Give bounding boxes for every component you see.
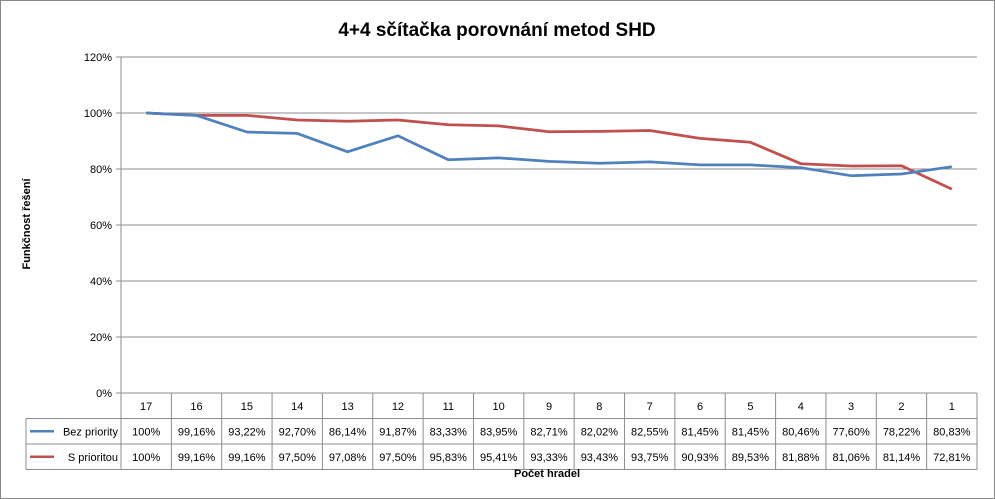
x-category-label: 5: [747, 401, 753, 413]
y-tick-label: 40%: [90, 276, 112, 288]
y-tick-label: 0%: [96, 388, 112, 400]
data-label: 83,33%: [430, 426, 468, 438]
data-label: 93,43%: [581, 452, 619, 464]
x-category-label: 16: [190, 401, 202, 413]
data-label: 93,22%: [228, 426, 266, 438]
data-label: 80,46%: [782, 426, 820, 438]
data-label: 97,08%: [329, 452, 367, 464]
data-label: 97,50%: [279, 452, 317, 464]
gridlines: [121, 56, 977, 394]
data-label: 81,14%: [883, 452, 921, 464]
data-label: 82,02%: [581, 426, 619, 438]
y-tick-label: 80%: [90, 164, 112, 176]
data-label: 90,93%: [681, 452, 719, 464]
data-label: 81,45%: [681, 426, 719, 438]
data-label: 72,81%: [933, 452, 971, 464]
data-label: 89,53%: [732, 452, 770, 464]
x-category-label: 12: [392, 401, 404, 413]
data-label: 82,71%: [530, 426, 568, 438]
data-table: 17 16 15 14 13 12 11 10 9 8 7 6 5 4 3 2 1 Bez priority 100…: [25, 392, 978, 470]
series-lines: [146, 111, 953, 191]
data-label: 99,16%: [178, 426, 216, 438]
y-tick-label: 20%: [90, 332, 112, 344]
y-tick-label: 60%: [90, 220, 112, 232]
data-label: 93,75%: [631, 452, 669, 464]
data-label: 81,45%: [732, 426, 770, 438]
data-label: 92,70%: [279, 426, 317, 438]
chart-title: 4+4 sčítačka porovnání metod SHD: [338, 20, 655, 41]
data-label: 95,41%: [480, 452, 518, 464]
legend-label: Bez priority: [63, 426, 119, 438]
x-category-label: 15: [241, 401, 253, 413]
y-tick-label: 120%: [84, 52, 112, 64]
x-category-label: 2: [898, 401, 904, 413]
x-category-label: 9: [546, 401, 552, 413]
data-label: 86,14%: [329, 426, 367, 438]
x-category-label: 1: [949, 401, 955, 413]
data-label: 81,06%: [832, 452, 870, 464]
y-tick-label: 100%: [84, 108, 112, 120]
data-label: 99,16%: [228, 452, 266, 464]
data-label: 81,88%: [782, 452, 820, 464]
data-label: 100%: [132, 426, 160, 438]
x-category-label: 10: [493, 401, 505, 413]
data-label: 78,22%: [883, 426, 921, 438]
y-axis-title: Funkčnost řešení: [21, 178, 33, 270]
x-category-label: 8: [596, 401, 602, 413]
data-label: 82,55%: [631, 426, 669, 438]
legend-label: S prioritou: [68, 452, 118, 464]
data-label: 95,83%: [430, 452, 468, 464]
x-category-label: 14: [291, 401, 303, 413]
x-category-label: 4: [798, 401, 804, 413]
x-category-label: 13: [341, 401, 353, 413]
x-category-label: 6: [697, 401, 703, 413]
data-label: 91,87%: [379, 426, 417, 438]
x-axis-title: Počet hradel: [514, 468, 580, 480]
data-label: 77,60%: [832, 426, 870, 438]
data-label: 97,50%: [379, 452, 417, 464]
y-axis: 0% 20% 40% 60% 80% 100% 120%: [84, 52, 122, 400]
data-label: 99,16%: [178, 452, 216, 464]
x-category-label: 7: [647, 401, 653, 413]
x-category-label: 3: [848, 401, 854, 413]
x-category-label: 11: [443, 401, 454, 413]
data-label: 93,33%: [530, 452, 568, 464]
data-label: 83,95%: [480, 426, 518, 438]
data-label: 100%: [132, 452, 160, 464]
series-line: [146, 111, 952, 178]
x-category-label: 17: [140, 401, 152, 413]
data-label: 80,83%: [933, 426, 971, 438]
series-line: [146, 111, 953, 191]
